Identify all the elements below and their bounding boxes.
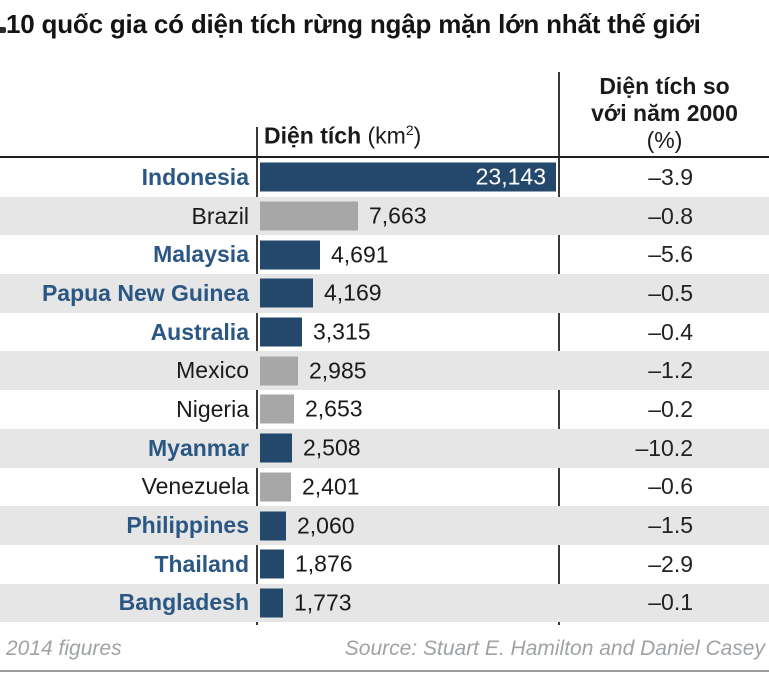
area-value: 4,691 bbox=[331, 241, 389, 268]
change-percent-value: –10.2 bbox=[635, 434, 693, 461]
country-label: Malaysia bbox=[153, 241, 249, 268]
area-bar-cell: 2,508 bbox=[259, 429, 560, 468]
country-label: Australia bbox=[150, 318, 249, 345]
area-bar bbox=[260, 240, 320, 270]
area-column-header: Diện tích (km2) bbox=[264, 122, 421, 150]
country-label: Philippines bbox=[126, 512, 249, 539]
area-bar-cell: 2,653 bbox=[259, 390, 560, 429]
area-bar-cell: 1,773 bbox=[259, 584, 560, 623]
area-header-label: Diện tích bbox=[264, 122, 362, 149]
area-bar bbox=[260, 394, 294, 424]
footer-source: Source: Stuart E. Hamilton and Daniel Ca… bbox=[344, 637, 765, 660]
change-percent-value: –5.6 bbox=[648, 241, 693, 268]
table-row: Brazil 7,663 –0.8 bbox=[0, 196, 769, 236]
area-value: 2,508 bbox=[303, 434, 361, 461]
area-bar bbox=[260, 317, 302, 347]
area-bar-cell: 2,401 bbox=[259, 468, 560, 507]
area-bar bbox=[260, 201, 358, 231]
table-row: Bangladesh 1,773 –0.1 bbox=[0, 583, 769, 623]
footer-note: 2014 figures bbox=[6, 637, 122, 660]
area-header-unit-sup: 2 bbox=[405, 122, 414, 138]
area-value: 2,985 bbox=[309, 357, 367, 384]
change-header-line1: Diện tích so bbox=[599, 73, 730, 99]
area-value: 7,663 bbox=[369, 202, 427, 229]
area-bar bbox=[260, 356, 298, 386]
change-header-unit: (%) bbox=[646, 127, 683, 153]
country-label: Brazil bbox=[191, 202, 249, 229]
change-percent-value: –1.2 bbox=[648, 357, 693, 384]
change-percent-value: –0.5 bbox=[648, 279, 693, 306]
column-divider-right bbox=[558, 72, 560, 625]
country-label: Venezuela bbox=[141, 473, 249, 500]
area-bar bbox=[260, 549, 284, 579]
change-percent-value: –0.4 bbox=[648, 318, 693, 345]
table-row: Mexico 2,985 –1.2 bbox=[0, 351, 769, 391]
area-bar bbox=[260, 511, 286, 541]
change-percent-value: –0.8 bbox=[648, 202, 693, 229]
area-value: 3,315 bbox=[313, 318, 371, 345]
change-percent-value: –3.9 bbox=[648, 163, 693, 190]
area-bar-cell: 4,691 bbox=[259, 235, 560, 274]
country-table: Indonesia 23,143 –3.9 Brazil 7,663 –0.8 … bbox=[0, 158, 769, 623]
table-row: Philippines 2,060 –1.5 bbox=[0, 506, 769, 545]
area-header-unit-prefix: (km bbox=[361, 122, 406, 149]
change-percent-value: –2.9 bbox=[648, 550, 693, 577]
table-row: Australia 3,315 –0.4 bbox=[0, 313, 769, 352]
area-bar bbox=[260, 278, 313, 308]
change-percent-value: –0.2 bbox=[648, 395, 693, 422]
area-value: 4,169 bbox=[324, 279, 382, 306]
change-column-header: Diện tích so với năm 2000 (%) bbox=[560, 73, 769, 154]
area-bar bbox=[260, 588, 283, 618]
area-bar-cell: 23,143 bbox=[259, 158, 560, 197]
area-bar-cell: 2,060 bbox=[259, 506, 560, 545]
change-header-line2: với năm 2000 bbox=[591, 100, 738, 126]
area-bar-cell: 4,169 bbox=[259, 274, 560, 313]
country-label: Papua New Guinea bbox=[41, 279, 249, 306]
area-value: 2,060 bbox=[297, 512, 355, 539]
country-label: Bangladesh bbox=[118, 589, 249, 616]
chart-footer: 2014 figures Source: Stuart E. Hamilton … bbox=[6, 637, 765, 661]
area-value: 2,401 bbox=[302, 473, 360, 500]
country-label: Indonesia bbox=[141, 163, 249, 190]
area-value: 2,653 bbox=[305, 395, 363, 422]
table-row: Indonesia 23,143 –3.9 bbox=[0, 158, 769, 197]
area-bar-cell: 1,876 bbox=[259, 545, 560, 584]
cutoff-character-fragment bbox=[0, 27, 6, 33]
country-label: Thailand bbox=[154, 550, 249, 577]
area-bar-cell: 3,315 bbox=[259, 313, 560, 352]
area-bar bbox=[260, 162, 556, 192]
area-value: 23,143 bbox=[475, 163, 546, 190]
country-label: Nigeria bbox=[176, 395, 249, 422]
area-value: 1,773 bbox=[294, 589, 352, 616]
area-bar bbox=[260, 433, 292, 463]
change-percent-value: –1.5 bbox=[648, 512, 693, 539]
table-row: Nigeria 2,653 –0.2 bbox=[0, 390, 769, 429]
table-row: Malaysia 4,691 –5.6 bbox=[0, 235, 769, 274]
area-header-unit-suffix: ) bbox=[413, 122, 422, 149]
country-label: Myanmar bbox=[148, 434, 249, 461]
country-label: Mexico bbox=[176, 357, 249, 384]
area-value: 1,876 bbox=[295, 550, 353, 577]
area-bar-cell: 7,663 bbox=[259, 197, 560, 236]
chart-title: 10 quốc gia có diện tích rừng ngập mặn l… bbox=[6, 9, 701, 39]
area-bar-cell: 2,985 bbox=[259, 351, 560, 390]
table-row: Myanmar 2,508 –10.2 bbox=[0, 428, 769, 468]
table-row: Papua New Guinea 4,169 –0.5 bbox=[0, 274, 769, 313]
table-row: Venezuela 2,401 –0.6 bbox=[0, 468, 769, 507]
change-percent-value: –0.6 bbox=[648, 473, 693, 500]
area-bar bbox=[260, 472, 291, 502]
bottom-border-line bbox=[0, 670, 769, 672]
header-separator-line bbox=[0, 156, 769, 158]
table-row: Thailand 1,876 –2.9 bbox=[0, 545, 769, 584]
change-percent-value: –0.1 bbox=[648, 589, 693, 616]
